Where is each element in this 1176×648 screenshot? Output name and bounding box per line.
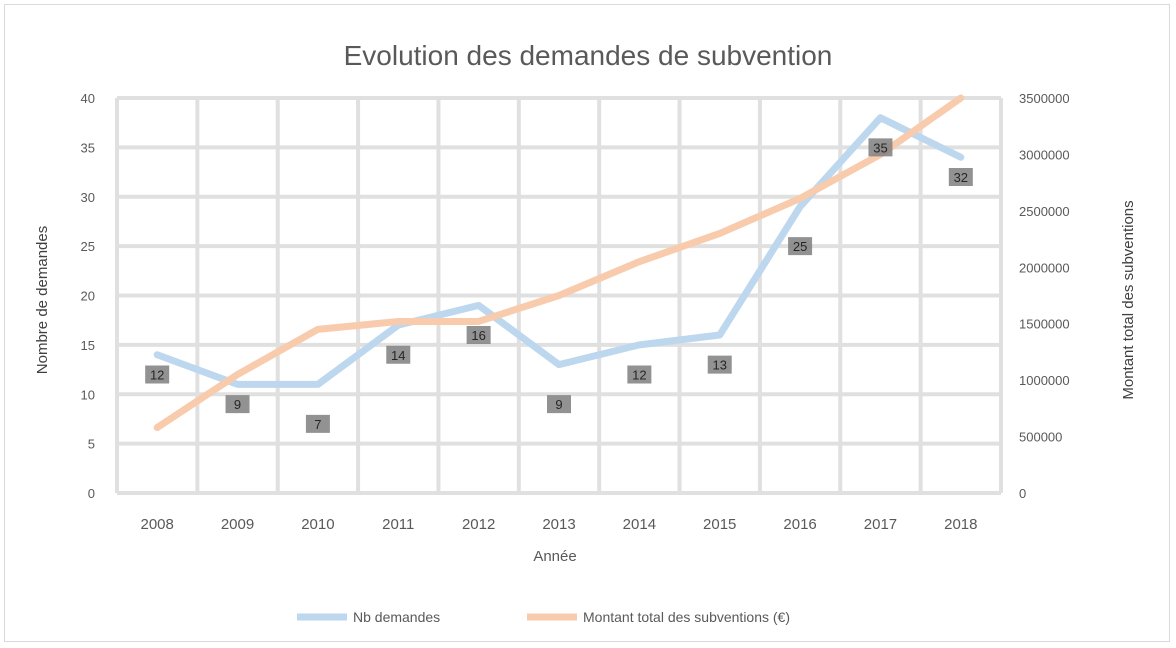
data-label-box — [305, 414, 330, 433]
data-label: 35 — [873, 140, 887, 155]
chart-title: Evolution des demandes de subvention — [344, 40, 833, 71]
data-label: 9 — [555, 397, 562, 412]
y-tick-label-left: 25 — [81, 239, 95, 254]
x-tick-label: 2014 — [623, 516, 656, 533]
y-tick-label-right: 2000000 — [1019, 260, 1070, 275]
legend-label-2: Montant total des subventions (€) — [583, 609, 790, 625]
legend-label-1: Nb demandes — [353, 609, 440, 625]
y-tick-label-right: 500000 — [1019, 430, 1062, 445]
data-label: 25 — [793, 239, 807, 254]
y-tick-label-right: 2500000 — [1019, 204, 1070, 219]
data-label: 12 — [150, 368, 164, 383]
series-line-1 — [153, 114, 965, 388]
y-axis-right-label: Montant total des subventions — [1120, 200, 1137, 399]
right-axis-ticks: 0 500000 1000000 1500000 2000000 2500000 30000… — [1019, 91, 1070, 501]
x-tick-label: 2008 — [140, 516, 173, 533]
data-label-box — [788, 237, 813, 256]
data-label: 16 — [471, 328, 485, 343]
x-tick-label: 2012 — [462, 516, 495, 533]
y-tick-label-left: 0 — [88, 486, 95, 501]
x-axis-ticks: 2008 2009 2010 2011 2012 2013 2014 2015 2016 2017… — [140, 516, 977, 533]
data-label: 32 — [954, 170, 968, 185]
y-axis-left-label: Nombre de demandes — [34, 226, 51, 374]
x-tick-label: 2018 — [944, 516, 977, 533]
y-tick-label-right: 3000000 — [1019, 147, 1070, 162]
y-tick-label-right: 1500000 — [1019, 317, 1070, 332]
data-label-box — [386, 345, 411, 364]
data-label: 14 — [391, 348, 405, 363]
data-label-box — [948, 168, 973, 186]
data-label-box — [707, 355, 732, 374]
y-tick-label-left: 15 — [81, 338, 95, 353]
x-tick-label: 2013 — [542, 516, 575, 533]
data-label-box — [145, 365, 170, 384]
x-tick-label: 2009 — [221, 516, 254, 533]
y-tick-label-left: 30 — [81, 190, 95, 205]
data-label-box — [466, 326, 491, 344]
y-tick-label-left: 40 — [81, 91, 95, 106]
data-label: 7 — [314, 417, 321, 432]
data-label-box — [225, 395, 250, 414]
series-lines — [153, 94, 965, 432]
data-labels: 12 9 7 14 16 9 12 13 25 35 32 — [145, 138, 973, 433]
left-axis-ticks: 0 5 10 15 20 25 30 35 40 — [81, 91, 95, 501]
data-label-box — [868, 138, 893, 157]
y-tick-label-right: 0 — [1019, 486, 1026, 501]
x-tick-label: 2017 — [864, 516, 897, 533]
series-line-2 — [153, 94, 965, 432]
y-tick-label-left: 20 — [81, 289, 95, 304]
legend: Nb demandes Montant total des subventions… — [297, 609, 790, 625]
x-axis-label: Année — [533, 548, 576, 565]
chart-frame: Evolution des demandes de subvention 0 5 1… — [4, 4, 1170, 642]
data-label: 9 — [234, 397, 241, 412]
y-tick-label-left: 5 — [88, 437, 95, 452]
y-tick-label-left: 10 — [81, 387, 95, 402]
data-label: 12 — [632, 368, 646, 383]
chart-svg: Evolution des demandes de subvention 0 5 1… — [34, 40, 1137, 625]
x-tick-label: 2015 — [703, 516, 736, 533]
x-tick-label: 2011 — [382, 516, 414, 533]
x-tick-label: 2016 — [783, 516, 816, 533]
y-tick-label-right: 1000000 — [1019, 373, 1070, 388]
data-label-box — [547, 395, 571, 414]
y-tick-label-right: 3500000 — [1019, 91, 1070, 106]
data-label-box — [627, 365, 652, 384]
x-tick-label: 2010 — [301, 516, 334, 533]
data-label: 13 — [712, 358, 726, 373]
y-tick-label-left: 35 — [81, 140, 95, 155]
